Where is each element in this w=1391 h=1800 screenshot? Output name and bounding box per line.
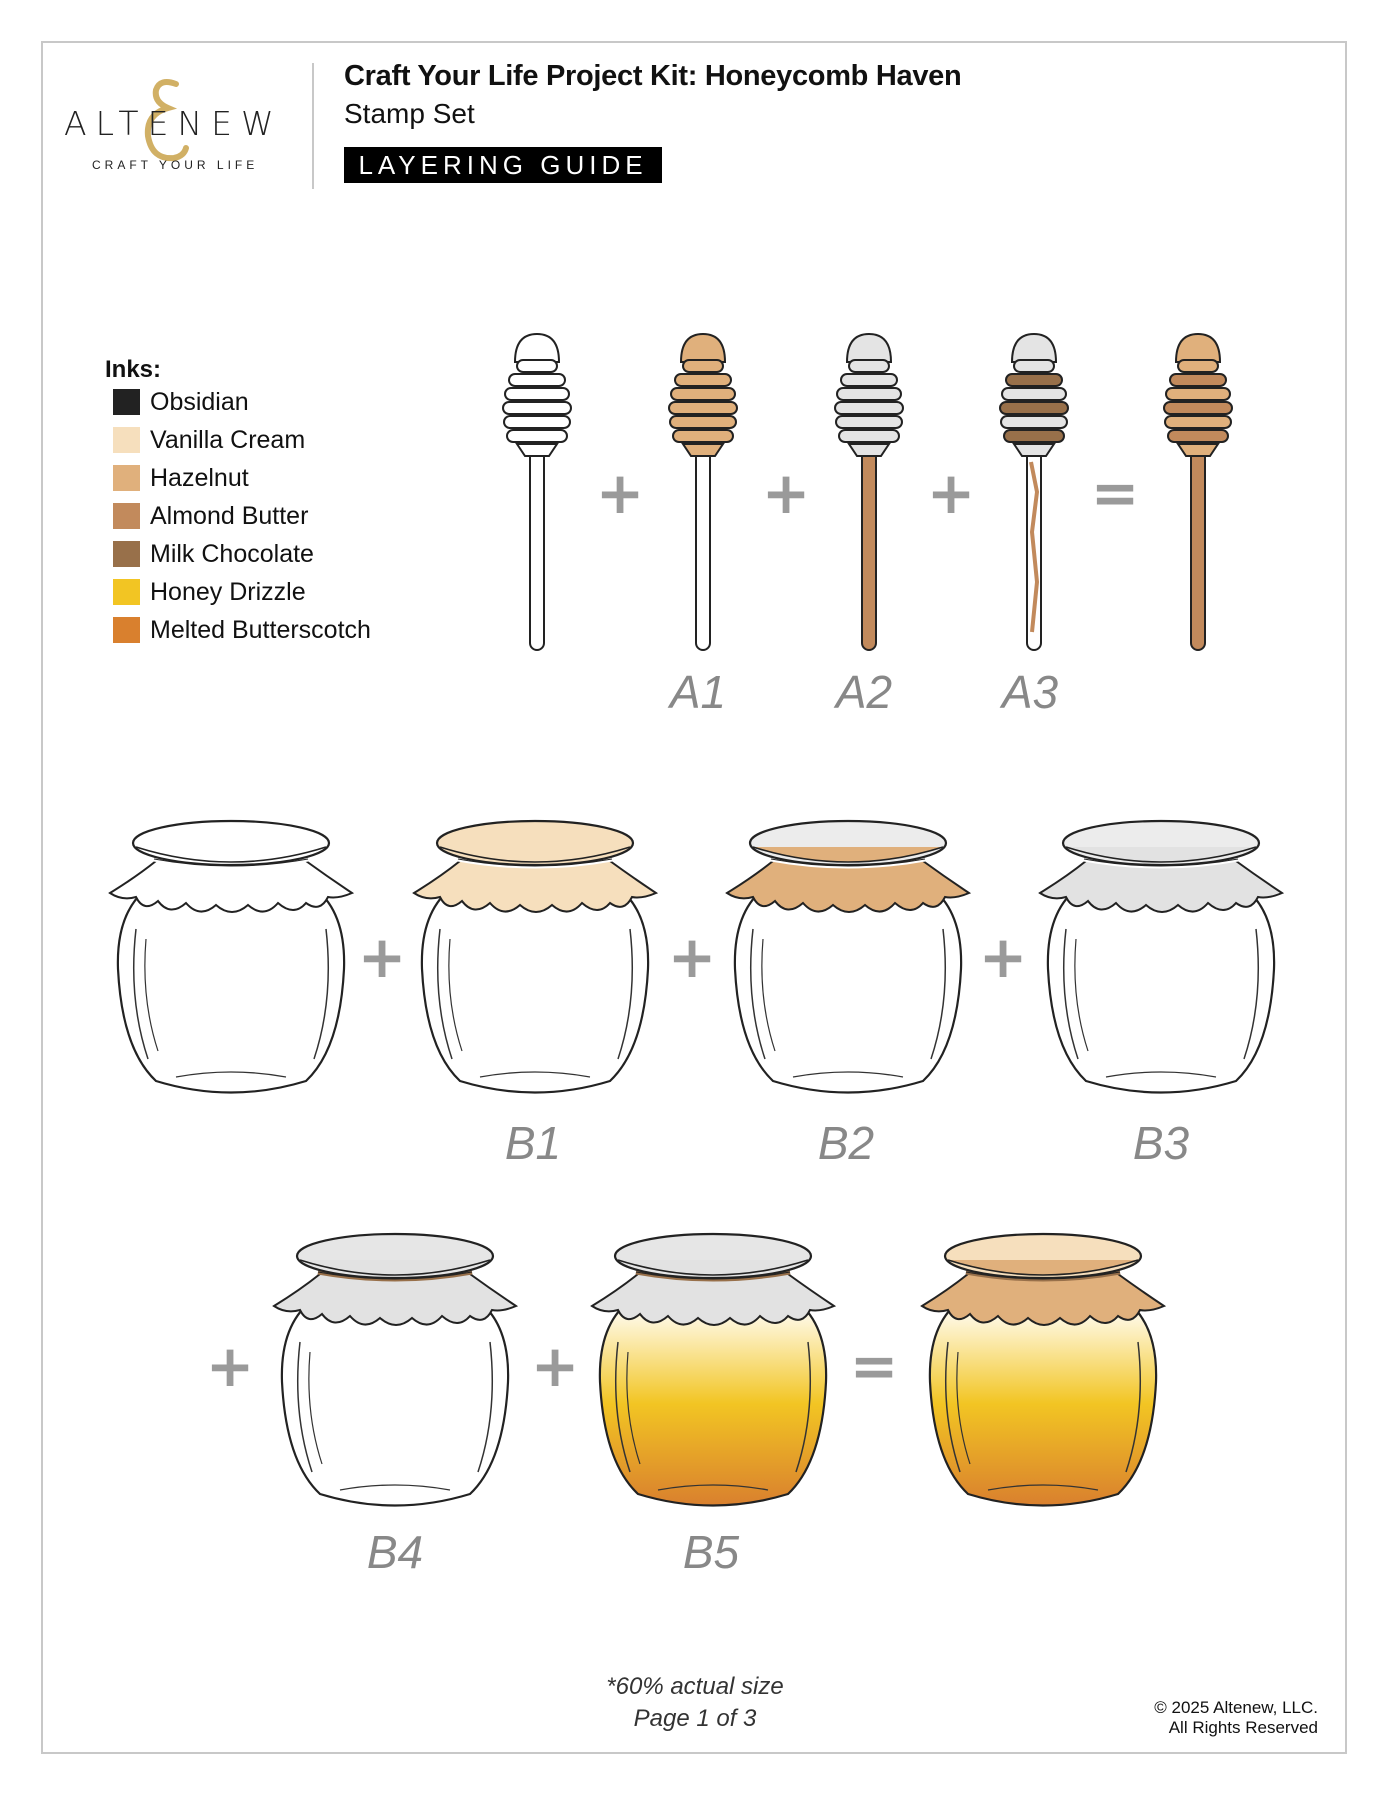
ink-name: Hazelnut bbox=[150, 463, 249, 492]
plus-sign: + bbox=[761, 459, 811, 527]
page-border bbox=[41, 41, 1347, 1754]
ink-swatch bbox=[113, 503, 140, 529]
jar-B4 bbox=[272, 1232, 519, 1507]
honey-dipper-outline bbox=[502, 332, 572, 651]
page-number: Page 1 of 3 bbox=[633, 1705, 757, 1732]
step-label: B4 bbox=[366, 1526, 424, 1578]
ink-item: Milk Chocolate bbox=[113, 540, 314, 568]
honey-dipper-result bbox=[1163, 332, 1233, 651]
ink-item: Vanilla Cream bbox=[113, 426, 305, 454]
jar-result bbox=[920, 1232, 1167, 1507]
layering-guide-badge: LAYERING GUIDE bbox=[344, 147, 662, 183]
ink-swatch bbox=[113, 617, 140, 643]
ink-item: Melted Butterscotch bbox=[113, 616, 371, 644]
jar-B3 bbox=[1038, 819, 1285, 1094]
plus-sign: + bbox=[595, 459, 645, 527]
page-title: Craft Your Life Project Kit: Honeycomb H… bbox=[344, 60, 962, 92]
equals-sign: = bbox=[1090, 459, 1140, 527]
rights-line: All Rights Reserved bbox=[1168, 1718, 1318, 1737]
plus-sign: + bbox=[978, 923, 1028, 991]
jar-B1 bbox=[412, 819, 659, 1094]
inks-heading: Inks: bbox=[105, 356, 162, 383]
jar-B5 bbox=[590, 1232, 837, 1507]
jar-outline bbox=[108, 819, 355, 1094]
page-subtitle: Stamp Set bbox=[344, 98, 475, 129]
ink-swatch bbox=[113, 389, 140, 415]
ink-name: Almond Butter bbox=[150, 501, 309, 530]
ink-swatch bbox=[113, 465, 140, 491]
logo-tagline: CRAFT YOUR LIFE bbox=[92, 158, 259, 172]
honey-dipper-A3 bbox=[999, 332, 1069, 651]
ink-name: Honey Drizzle bbox=[150, 577, 306, 606]
header-divider bbox=[312, 63, 314, 189]
ink-swatch bbox=[113, 541, 140, 567]
ink-item: Almond Butter bbox=[113, 502, 308, 530]
ink-swatch bbox=[113, 427, 140, 453]
ink-item: Obsidian bbox=[113, 388, 249, 416]
ink-name: Vanilla Cream bbox=[150, 425, 306, 454]
copyright: © 2025 Altenew, LLC. All Rights Reserved bbox=[1154, 1698, 1318, 1738]
plus-sign: + bbox=[205, 1332, 255, 1400]
ink-swatch bbox=[113, 579, 140, 605]
plus-sign: + bbox=[667, 923, 717, 991]
plus-sign: + bbox=[530, 1332, 580, 1400]
step-label: A3 bbox=[1001, 666, 1059, 718]
ink-name: Milk Chocolate bbox=[150, 539, 314, 568]
ink-name: Obsidian bbox=[150, 387, 249, 416]
step-label: B1 bbox=[504, 1117, 562, 1169]
step-label: B5 bbox=[682, 1526, 740, 1578]
logo-ampersand bbox=[144, 79, 189, 162]
step-label: B2 bbox=[817, 1117, 875, 1169]
step-label: A2 bbox=[835, 666, 893, 718]
plus-sign: + bbox=[926, 459, 976, 527]
copyright-line: © 2025 Altenew, LLC. bbox=[1154, 1698, 1318, 1717]
honey-dipper-A2 bbox=[834, 332, 904, 651]
plus-sign: + bbox=[357, 923, 407, 991]
step-label: B3 bbox=[1132, 1117, 1190, 1169]
honey-dipper-A1 bbox=[668, 332, 738, 651]
logo: ALTENEW bbox=[64, 104, 283, 143]
equals-sign: = bbox=[849, 1332, 899, 1400]
ink-item: Honey Drizzle bbox=[113, 578, 306, 606]
scale-note: *60% actual size bbox=[606, 1673, 784, 1700]
step-label: A1 bbox=[669, 666, 727, 718]
ink-name: Melted Butterscotch bbox=[150, 615, 371, 644]
jar-B2 bbox=[725, 819, 972, 1094]
ink-item: Hazelnut bbox=[113, 464, 249, 492]
